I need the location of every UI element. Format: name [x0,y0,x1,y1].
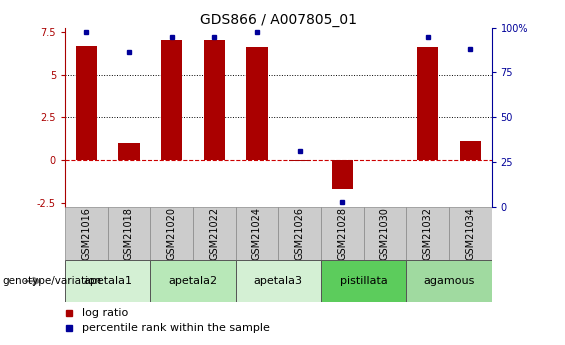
Bar [321,260,406,302]
Text: percentile rank within the sample: percentile rank within the sample [82,324,270,333]
Text: GSM21030: GSM21030 [380,207,390,260]
Bar [193,207,236,260]
Bar [459,141,481,160]
Bar [406,207,449,260]
Bar [236,260,321,302]
Text: agamous: agamous [423,276,475,286]
Text: apetala1: apetala1 [83,276,132,286]
Text: apetala2: apetala2 [168,276,218,286]
Text: GSM21016: GSM21016 [81,207,92,260]
Title: GDS866 / A007805_01: GDS866 / A007805_01 [200,12,357,27]
Text: GSM21026: GSM21026 [294,207,305,260]
Bar [150,260,236,302]
Bar [417,47,438,160]
Bar [107,207,150,260]
Bar [246,47,268,160]
Bar [203,40,225,160]
Text: apetala3: apetala3 [254,276,303,286]
Bar [449,207,492,260]
Text: GSM21032: GSM21032 [423,207,433,260]
Bar [150,207,193,260]
Bar [364,207,406,260]
Text: GSM21028: GSM21028 [337,207,347,260]
Bar [289,160,310,161]
Text: GSM21034: GSM21034 [465,207,475,260]
Bar [321,207,364,260]
Text: GSM21020: GSM21020 [167,207,177,260]
Text: log ratio: log ratio [82,308,128,318]
Bar [65,207,107,260]
Text: pistillata: pistillata [340,276,388,286]
Text: GSM21024: GSM21024 [252,207,262,260]
Bar [332,160,353,189]
Bar [65,260,150,302]
Text: GSM21018: GSM21018 [124,207,134,260]
Bar [236,207,278,260]
Bar [406,260,492,302]
Bar [76,46,97,160]
Bar [279,207,321,260]
Text: GSM21022: GSM21022 [209,207,219,260]
Text: genotype/variation: genotype/variation [3,276,102,286]
Bar [161,40,182,160]
Bar [118,143,140,160]
